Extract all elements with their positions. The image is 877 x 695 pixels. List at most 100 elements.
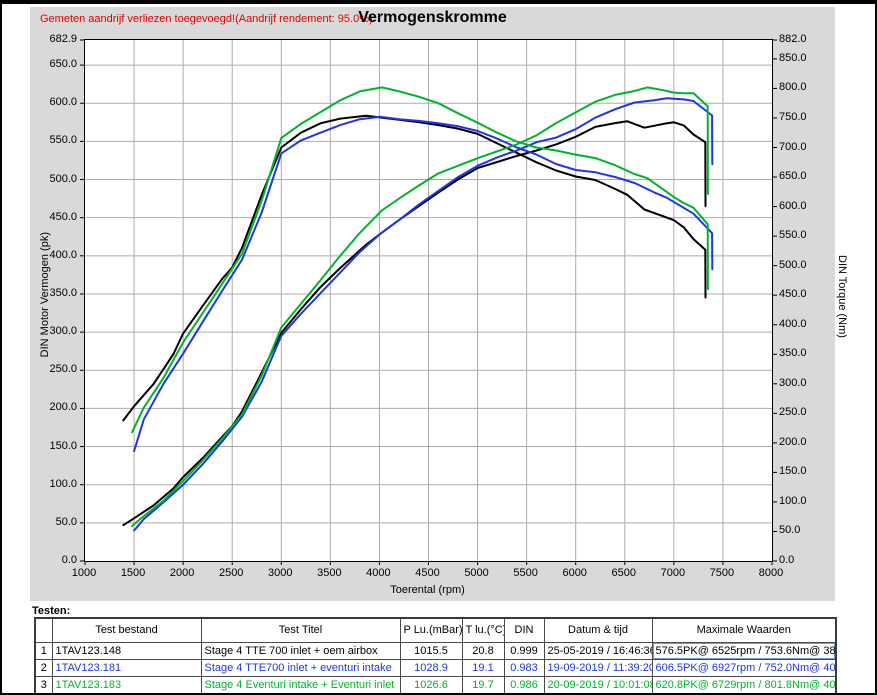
x-tick-label: 7500 [709, 567, 735, 579]
testen-label: Testen: [32, 605, 71, 617]
y-left-tick-label: 100.0 [49, 477, 77, 490]
y-axis-right-title: DIN Torque (Nm) [836, 255, 848, 338]
cell-max-selected[interactable]: 576.5PK@ 6525rpm / 753.6Nm@ 3863rpm [651, 642, 837, 660]
table-row-run-1[interactable]: 1 1TAV123.148 Stage 4 TTE 700 inlet + oem … [34, 642, 837, 660]
y-right-tick-label: 300.0 [779, 376, 807, 389]
y-left-tick-label: 600.0 [49, 96, 77, 109]
cell-max[interactable]: 620.8PK@ 6729rpm / 801.8Nm@ 4025rpm [651, 676, 837, 693]
cell-p_lu[interactable]: 1028.9 [399, 659, 463, 677]
y-right-tick-label: 200.0 [779, 435, 807, 448]
dyno-curves-svg [80, 39, 777, 565]
y-right-tick-label: 600.0 [779, 199, 807, 212]
cell-nr[interactable]: 3 [34, 676, 53, 693]
chart-panel: Gemeten aandrijf verliezen toegevoegd!(A… [30, 7, 848, 601]
y-right-tick-label: 450.0 [779, 288, 807, 301]
cell-nr[interactable]: 1 [34, 642, 53, 660]
y-left-tick-label: 150.0 [49, 439, 77, 452]
x-tick-label: 4500 [415, 567, 440, 579]
cell-bestand[interactable]: 1TAV123.183 [51, 676, 202, 693]
y-right-tick-label: 850.0 [779, 51, 807, 64]
y-right-tick-label: 0.0 [779, 554, 795, 566]
cell-p_lu[interactable]: 1026.6 [399, 676, 463, 693]
x-tick-label: 5500 [513, 567, 538, 579]
column-header-p_lu: P Lu.(mBar) [399, 617, 463, 643]
curve-run-2-koppel-nm-stage-4-tte700-inlet-eve [133, 115, 714, 453]
x-tick-label: 7000 [660, 567, 686, 579]
x-tick-label: 6500 [611, 567, 637, 579]
x-tick-label: 1500 [120, 567, 146, 579]
x-tick-label: 3000 [268, 567, 293, 579]
y-left-tick-label: 0.0 [61, 554, 77, 566]
column-header-titel: Test Titel [200, 617, 401, 643]
cell-p_lu[interactable]: 1015.5 [399, 642, 463, 660]
y-left-tick-label: 682.9 [49, 33, 77, 45]
y-right-tick-label: 100.0 [779, 494, 807, 507]
curve-run-2-vermogen-pk-stage-4-tte700-inlet-e [133, 97, 714, 532]
cell-din[interactable]: 0.999 [503, 642, 545, 660]
y-left-tick-label: 650.0 [49, 58, 77, 71]
cell-titel[interactable]: Stage 4 Eventuri intake + Eventuri inlet [200, 676, 401, 693]
x-axis-title: Toerental (rpm) [390, 584, 465, 596]
curve-run-1-vermogen-pk-stage-4-tte-700-inlet- [122, 120, 707, 527]
y-right-tick-label: 800.0 [779, 81, 807, 94]
y-left-tick-label: 300.0 [49, 325, 77, 338]
curve-run-3-koppel-nm-stage-4-eventuri-intake- [131, 86, 709, 434]
column-header-max: Maximale Waarden [651, 617, 837, 643]
y-left-tick-label: 550.0 [49, 134, 77, 147]
y-left-tick-label: 200.0 [49, 401, 77, 414]
x-tick-label: 3500 [317, 567, 342, 579]
table-header-row: Test bestand Test Titel P Lu.(mBar) T lu.(°… [34, 617, 837, 643]
y-left-tick-label: 50.0 [55, 515, 77, 528]
y-right-tick-label: 750.0 [779, 110, 807, 123]
cell-t_lu[interactable]: 19.1 [461, 659, 505, 677]
y-left-tick-label: 400.0 [49, 248, 77, 261]
x-tick-label: 2000 [169, 567, 195, 579]
y-left-tick-label: 500.0 [49, 172, 77, 185]
y-right-tick-label: 400.0 [779, 317, 807, 330]
cell-bestand[interactable]: 1TAV123.181 [51, 659, 202, 677]
x-tick-label: 6000 [562, 567, 587, 579]
column-header-datum: Datum & tijd [543, 617, 653, 643]
y-right-tick-label: 500.0 [779, 258, 807, 271]
x-tick-label: 4000 [366, 567, 391, 579]
y-right-tick-label: 350.0 [779, 347, 807, 360]
cell-datum[interactable]: 20-09-2019 / 10:01:08 [543, 676, 653, 693]
column-header-nr [34, 617, 53, 643]
y-right-tick-label: 50.0 [779, 524, 801, 537]
column-header-bestand: Test bestand [51, 617, 202, 643]
curve-run-3-vermogen-pk-stage-4-eventuri-intak [131, 86, 709, 527]
y-right-tick-label: 650.0 [779, 170, 807, 183]
table-row-run-3[interactable]: 3 1TAV123.183 Stage 4 Eventuri intake + Ev… [34, 676, 837, 693]
x-tick-label: 2500 [218, 567, 244, 579]
cell-datum[interactable]: 25-05-2019 / 16:46:36 [543, 642, 653, 660]
curve-run-1-koppel-nm-stage-4-tte-700-inlet-oe [122, 114, 707, 422]
column-header-din: DIN [503, 617, 545, 643]
cell-max[interactable]: 606.5PK@ 6927rpm / 752.0Nm@ 4010rpm [651, 659, 837, 677]
y-right-tick-label: 150.0 [779, 465, 807, 478]
x-tick-label: 8000 [758, 567, 784, 579]
runs-table: Test bestand Test Titel P Lu.(mBar) T lu.(°… [34, 617, 837, 693]
y-right-tick-label: 882.0 [779, 33, 807, 45]
y-left-tick-label: 450.0 [49, 210, 77, 223]
cell-titel[interactable]: Stage 4 TTE700 inlet + eventuri intake [200, 659, 401, 677]
x-tick-label: 5000 [464, 567, 489, 579]
chart-title: Vermogenskromme [358, 9, 507, 26]
cell-din[interactable]: 0.983 [503, 659, 545, 677]
y-right-tick-label: 700.0 [779, 140, 807, 153]
y-right-tick-label: 550.0 [779, 229, 807, 242]
cell-din[interactable]: 0.986 [503, 676, 545, 693]
cell-titel[interactable]: Stage 4 TTE 700 inlet + oem airbox [200, 642, 401, 660]
drivetrain-loss-note: Gemeten aandrijf verliezen toegevoegd!(A… [40, 13, 373, 25]
plot-area [80, 39, 777, 565]
cell-t_lu[interactable]: 20.8 [461, 642, 505, 660]
y-left-tick-label: 350.0 [49, 286, 77, 299]
cell-nr[interactable]: 2 [34, 659, 53, 677]
cell-t_lu[interactable]: 19.7 [461, 676, 505, 693]
cell-bestand[interactable]: 1TAV123.148 [51, 642, 202, 660]
y-left-tick-label: 250.0 [49, 363, 77, 376]
x-tick-label: 1000 [71, 567, 97, 579]
cell-datum[interactable]: 19-09-2019 / 11:39:20 [543, 659, 653, 677]
y-right-tick-label: 250.0 [779, 406, 807, 419]
table-row-run-2[interactable]: 2 1TAV123.181 Stage 4 TTE700 inlet + event… [34, 659, 837, 677]
